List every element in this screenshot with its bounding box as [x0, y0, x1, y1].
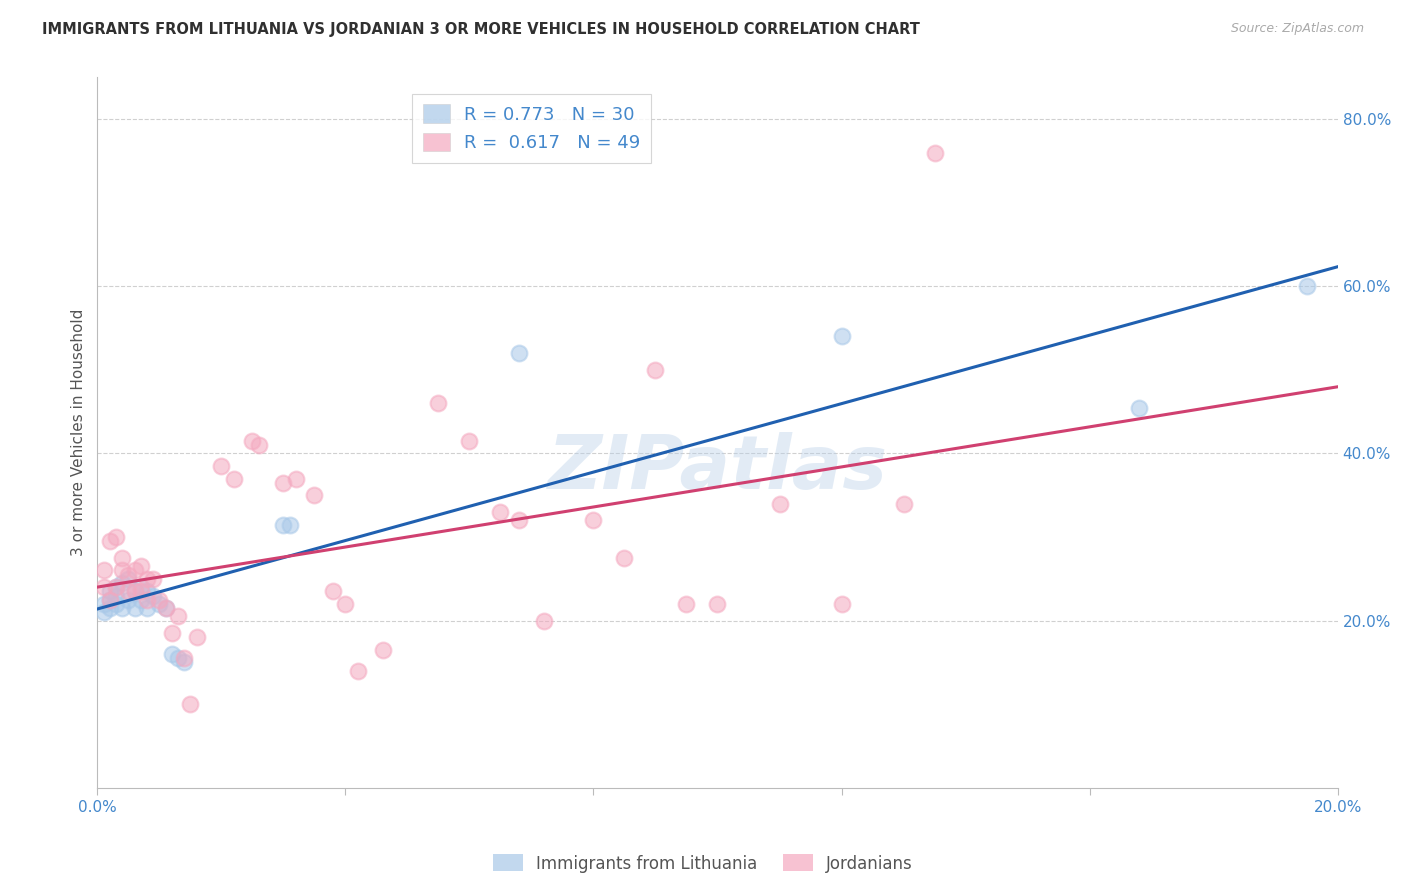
Point	[117, 592, 139, 607]
Text: Source: ZipAtlas.com: Source: ZipAtlas.com	[1230, 22, 1364, 36]
Point	[173, 656, 195, 670]
Point	[278, 517, 301, 532]
Point	[104, 530, 127, 544]
Point	[924, 145, 946, 160]
Point	[160, 647, 183, 661]
Point	[371, 643, 394, 657]
Point	[322, 584, 344, 599]
Point	[129, 580, 152, 594]
Point	[117, 572, 139, 586]
Point	[129, 584, 152, 599]
Point	[93, 564, 115, 578]
Point	[179, 697, 201, 711]
Point	[613, 551, 636, 566]
Point	[111, 551, 134, 566]
Legend: R = 0.773   N = 30, R =  0.617   N = 49: R = 0.773 N = 30, R = 0.617 N = 49	[412, 94, 651, 163]
Point	[148, 592, 170, 607]
Point	[117, 584, 139, 599]
Point	[111, 564, 134, 578]
Point	[831, 597, 853, 611]
Point	[111, 576, 134, 591]
Point	[104, 580, 127, 594]
Point	[533, 614, 555, 628]
Point	[427, 396, 450, 410]
Point	[160, 626, 183, 640]
Point	[142, 572, 165, 586]
Point	[98, 584, 121, 599]
Point	[273, 475, 295, 490]
Point	[124, 564, 146, 578]
Point	[155, 601, 177, 615]
Point	[155, 601, 177, 615]
Point	[117, 567, 139, 582]
Point	[508, 346, 530, 360]
Point	[142, 589, 165, 603]
Point	[706, 597, 728, 611]
Point	[148, 597, 170, 611]
Point	[247, 438, 270, 452]
Point	[273, 517, 295, 532]
Point	[98, 592, 121, 607]
Point	[284, 472, 307, 486]
Point	[136, 592, 159, 607]
Point	[129, 592, 152, 607]
Point	[458, 434, 481, 448]
Text: ZIPatlas: ZIPatlas	[547, 432, 887, 505]
Point	[222, 472, 245, 486]
Point	[508, 513, 530, 527]
Point	[98, 592, 121, 607]
Point	[104, 580, 127, 594]
Point	[167, 651, 190, 665]
Point	[644, 363, 666, 377]
Point	[1128, 401, 1150, 415]
Point	[1295, 279, 1317, 293]
Point	[93, 580, 115, 594]
Point	[675, 597, 697, 611]
Point	[93, 597, 115, 611]
Point	[304, 488, 326, 502]
Point	[98, 534, 121, 549]
Point	[129, 559, 152, 574]
Point	[136, 584, 159, 599]
Text: IMMIGRANTS FROM LITHUANIA VS JORDANIAN 3 OR MORE VEHICLES IN HOUSEHOLD CORRELATI: IMMIGRANTS FROM LITHUANIA VS JORDANIAN 3…	[42, 22, 920, 37]
Point	[124, 584, 146, 599]
Point	[489, 505, 512, 519]
Y-axis label: 3 or more Vehicles in Household: 3 or more Vehicles in Household	[72, 309, 86, 557]
Point	[124, 601, 146, 615]
Point	[186, 631, 208, 645]
Point	[104, 597, 127, 611]
Point	[111, 601, 134, 615]
Point	[124, 584, 146, 599]
Point	[335, 597, 357, 611]
Point	[831, 329, 853, 343]
Point	[104, 589, 127, 603]
Point	[173, 651, 195, 665]
Point	[242, 434, 264, 448]
Point	[98, 601, 121, 615]
Point	[209, 458, 232, 473]
Point	[768, 497, 790, 511]
Point	[582, 513, 605, 527]
Point	[136, 601, 159, 615]
Point	[93, 605, 115, 619]
Point	[167, 609, 190, 624]
Point	[136, 572, 159, 586]
Legend: Immigrants from Lithuania, Jordanians: Immigrants from Lithuania, Jordanians	[486, 847, 920, 880]
Point	[346, 664, 368, 678]
Point	[893, 497, 915, 511]
